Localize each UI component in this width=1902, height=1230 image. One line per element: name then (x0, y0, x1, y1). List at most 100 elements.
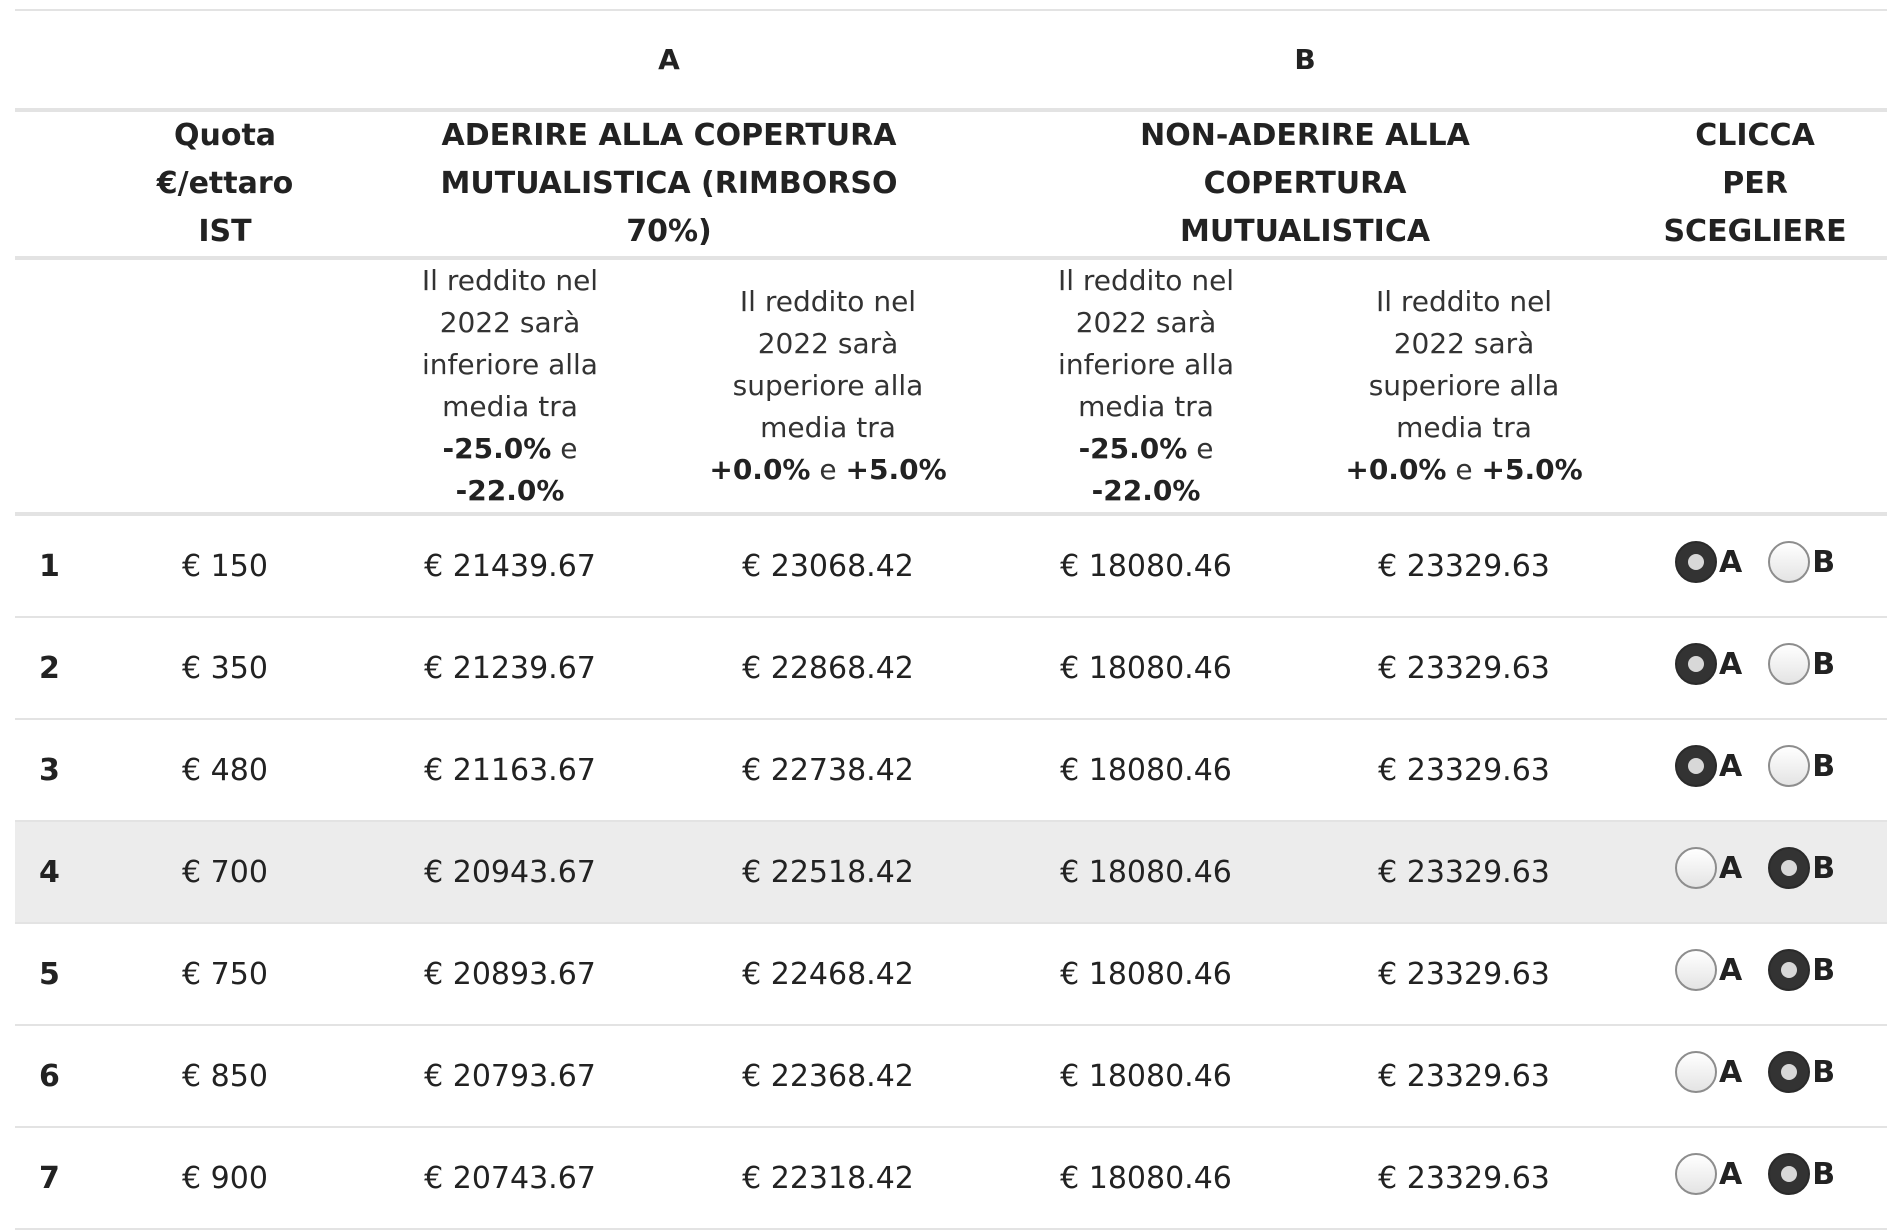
radio-a[interactable] (1674, 643, 1717, 685)
option-b-label: B (1812, 952, 1836, 988)
radio-a[interactable] (1674, 541, 1717, 583)
scenario-row: Il reddito nel 2022 sarà inferiore alla … (15, 258, 1888, 516)
b-low-cell: € 18080.46 (987, 1025, 1306, 1128)
radio-a[interactable] (1674, 1051, 1717, 1093)
choice-table-container: A B Quota €/ettaro IST ADERIRE ALLA COPE… (15, 9, 1888, 1230)
option-b[interactable]: B (1768, 949, 1835, 991)
option-a-label: A (1718, 544, 1743, 580)
empty-header-cell (15, 110, 99, 260)
radio-b[interactable] (1768, 745, 1811, 787)
table-row: 1 € 150 € 21439.67 € 23068.42 € 18080.46… (15, 514, 1888, 618)
row-index: 1 (15, 514, 99, 618)
a-low-cell: € 20743.67 (351, 1127, 669, 1230)
option-b-label: B (1812, 1054, 1836, 1090)
scenario-from: -25.0% (442, 432, 552, 465)
clicca-header: CLICCA PER SCEGLIERE (1623, 110, 1888, 260)
scenario-to: +5.0% (1481, 453, 1583, 486)
option-b[interactable]: B (1768, 1051, 1835, 1093)
choice-cell: A B (1623, 1127, 1888, 1230)
option-a[interactable]: A (1674, 541, 1743, 583)
option-a-label: A (1718, 646, 1743, 682)
scenario-conj: e (1196, 432, 1214, 465)
group-header-row: A B (15, 10, 1888, 112)
group-header-a: A (351, 10, 988, 112)
choice-table: A B Quota €/ettaro IST ADERIRE ALLA COPE… (15, 9, 1888, 1230)
column-header-row: Quota €/ettaro IST ADERIRE ALLA COPERTUR… (15, 110, 1888, 260)
scenario-conj: e (819, 453, 837, 486)
radio-b[interactable] (1768, 1051, 1811, 1093)
table-row: 5 € 750 € 20893.67 € 22468.42 € 18080.46… (15, 923, 1888, 1026)
scenario-a-high: Il reddito nel 2022 sarà superiore alla … (669, 258, 988, 516)
option-b[interactable]: B (1768, 847, 1835, 889)
b-high-cell: € 23329.63 (1305, 1025, 1624, 1128)
option-b-label: B (1812, 544, 1836, 580)
table-row: 6 € 850 € 20793.67 € 22368.42 € 18080.46… (15, 1025, 1888, 1128)
quota-cell: € 480 (99, 719, 351, 822)
option-a[interactable]: A (1674, 1051, 1742, 1093)
aderire-header: ADERIRE ALLA COPERTURA MUTUALISTICA (RIM… (351, 110, 988, 260)
row-index: 7 (15, 1127, 99, 1230)
radio-b[interactable] (1768, 1153, 1811, 1195)
choice-cell: A B (1623, 514, 1888, 618)
choice-cell: A B (1623, 923, 1888, 1026)
scenario-conj: e (560, 432, 578, 465)
empty-sub-cell (1623, 258, 1888, 516)
a-high-cell: € 22468.42 (669, 923, 988, 1026)
scenario-text: Il reddito nel 2022 sarà inferiore alla … (1057, 264, 1235, 423)
option-a[interactable]: A (1674, 1153, 1742, 1195)
radio-a[interactable] (1674, 847, 1717, 889)
option-a[interactable]: A (1674, 745, 1743, 787)
table-row: 2 € 350 € 21239.67 € 22868.42 € 18080.46… (15, 617, 1888, 720)
b-high-cell: € 23329.63 (1305, 617, 1624, 720)
radio-a[interactable] (1674, 1153, 1717, 1195)
scenario-to: -22.0% (455, 474, 565, 507)
choice-group: A B (1674, 643, 1835, 685)
empty-header-cell (1623, 10, 1888, 112)
b-high-cell: € 23329.63 (1305, 1127, 1624, 1230)
option-b[interactable]: B (1768, 1153, 1835, 1195)
option-a-label: A (1718, 748, 1743, 784)
radio-b[interactable] (1768, 847, 1811, 889)
scenario-from: -25.0% (1078, 432, 1188, 465)
radio-b[interactable] (1768, 643, 1811, 685)
b-low-cell: € 18080.46 (987, 514, 1306, 618)
scenario-text: Il reddito nel 2022 sarà superiore alla … (732, 285, 924, 444)
choice-group: A B (1674, 541, 1835, 583)
b-low-cell: € 18080.46 (987, 719, 1306, 822)
scenario-b-low: Il reddito nel 2022 sarà inferiore alla … (987, 258, 1306, 516)
option-b[interactable]: B (1768, 541, 1835, 583)
group-header-b: B (987, 10, 1624, 112)
scenario-text: Il reddito nel 2022 sarà inferiore alla … (421, 264, 599, 423)
option-a[interactable]: A (1674, 847, 1742, 889)
table-row: 7 € 900 € 20743.67 € 22318.42 € 18080.46… (15, 1127, 1888, 1230)
option-b-label: B (1812, 850, 1836, 886)
a-high-cell: € 22738.42 (669, 719, 988, 822)
scenario-text: Il reddito nel 2022 sarà superiore alla … (1368, 285, 1560, 444)
b-high-cell: € 23329.63 (1305, 821, 1624, 924)
row-index: 3 (15, 719, 99, 822)
quota-cell: € 850 (99, 1025, 351, 1128)
radio-a[interactable] (1674, 745, 1717, 787)
option-b[interactable]: B (1768, 643, 1835, 685)
row-index: 5 (15, 923, 99, 1026)
radio-b[interactable] (1768, 949, 1811, 991)
a-high-cell: € 22868.42 (669, 617, 988, 720)
option-a[interactable]: A (1674, 643, 1743, 685)
scenario-to: +5.0% (845, 453, 947, 486)
option-a[interactable]: A (1674, 949, 1742, 991)
quota-cell: € 700 (99, 821, 351, 924)
quota-cell: € 150 (99, 514, 351, 618)
scenario-from: +0.0% (709, 453, 811, 486)
a-high-cell: € 22368.42 (669, 1025, 988, 1128)
choice-group: A B (1674, 847, 1835, 889)
scenario-conj: e (1455, 453, 1473, 486)
a-low-cell: € 20893.67 (351, 923, 669, 1026)
b-high-cell: € 23329.63 (1305, 719, 1624, 822)
choice-group: A B (1674, 1051, 1835, 1093)
choice-rows: 1 € 150 € 21439.67 € 23068.42 € 18080.46… (15, 514, 1888, 1230)
b-low-cell: € 18080.46 (987, 923, 1306, 1026)
radio-b[interactable] (1768, 541, 1811, 583)
table-row: 3 € 480 € 21163.67 € 22738.42 € 18080.46… (15, 719, 1888, 822)
radio-a[interactable] (1674, 949, 1717, 991)
option-b[interactable]: B (1768, 745, 1835, 787)
